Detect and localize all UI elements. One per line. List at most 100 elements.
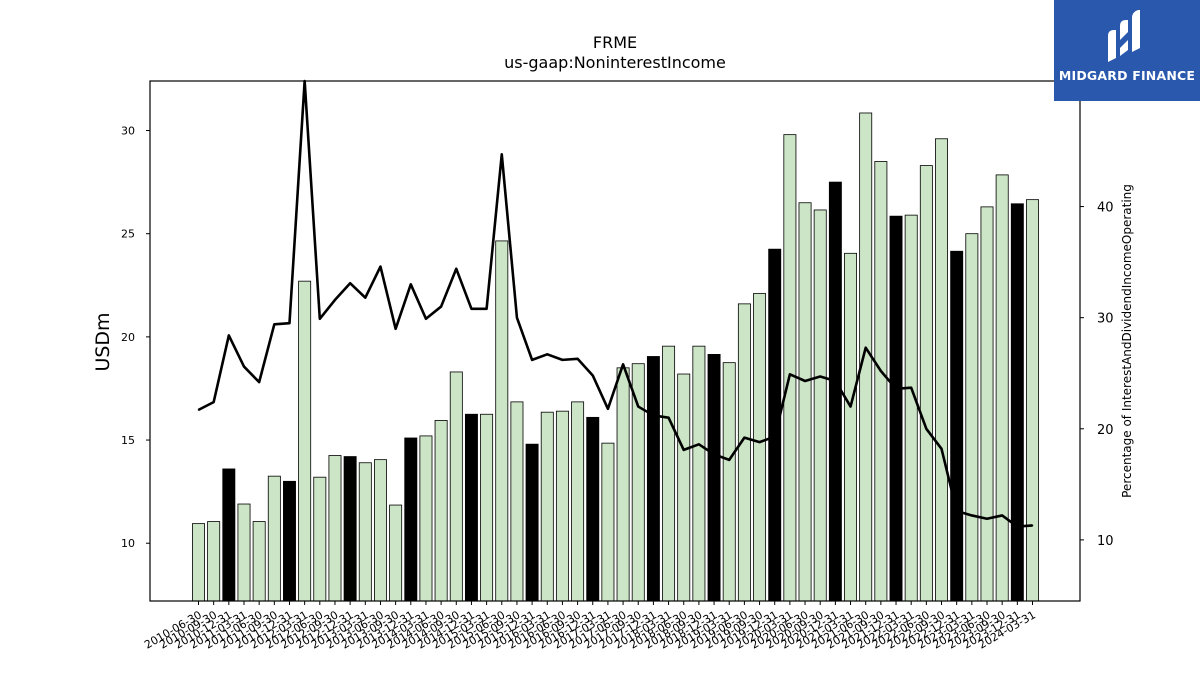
line-point xyxy=(349,282,351,285)
bar xyxy=(631,363,645,602)
bar xyxy=(813,209,827,602)
plot-area-frame xyxy=(149,80,1081,602)
y2-tick-label: 10 xyxy=(1097,534,1114,549)
bar xyxy=(601,442,615,602)
line-point xyxy=(940,447,943,450)
line-point xyxy=(364,296,367,299)
line-point xyxy=(440,305,442,308)
line-point xyxy=(743,436,746,439)
chart-subtitle: us-gaap:NoninterestIncome xyxy=(504,53,726,72)
bar xyxy=(555,410,569,602)
bar xyxy=(889,215,903,602)
midgard-finance-logo: MIDGARD FINANCE xyxy=(1054,0,1200,101)
y2-axis-label: Percentage of InterestAndDividendIncomeO… xyxy=(1120,184,1134,498)
line-point xyxy=(1016,525,1019,528)
bar xyxy=(874,161,888,602)
bar xyxy=(995,174,1009,602)
bar xyxy=(252,521,266,602)
chart-title: FRME xyxy=(593,33,637,52)
bar xyxy=(192,523,205,602)
bar xyxy=(358,462,372,602)
line-point xyxy=(288,322,291,325)
line-point xyxy=(197,409,200,411)
bar xyxy=(480,413,494,602)
bar xyxy=(737,303,751,602)
line-point xyxy=(1031,524,1034,527)
bar xyxy=(798,202,812,602)
bar xyxy=(495,240,509,602)
line-point xyxy=(804,380,806,382)
bar xyxy=(283,480,296,602)
line-point xyxy=(425,317,427,320)
line-point xyxy=(591,374,594,377)
y2-tick-label: 30 xyxy=(1097,312,1114,327)
bar xyxy=(980,206,994,602)
bar xyxy=(237,503,251,602)
line-series xyxy=(197,79,1034,528)
line-point xyxy=(546,353,549,356)
line-point xyxy=(409,283,412,286)
line-point xyxy=(910,386,912,389)
line-point xyxy=(864,346,867,349)
line-point xyxy=(622,363,624,366)
line-point xyxy=(986,517,988,520)
right-y-axis: 10 20 30 40 xyxy=(1080,201,1114,549)
line-point xyxy=(334,299,336,301)
line-point xyxy=(576,357,579,360)
line-point xyxy=(516,316,518,319)
bar xyxy=(540,411,554,602)
bar xyxy=(753,293,767,602)
line-point xyxy=(667,416,670,419)
line-point xyxy=(500,153,503,156)
bar xyxy=(267,475,281,602)
bar xyxy=(1026,199,1039,602)
bar xyxy=(434,420,448,602)
bar xyxy=(343,456,357,602)
line-path xyxy=(197,79,1033,528)
bar xyxy=(783,134,797,602)
line-point xyxy=(212,401,215,403)
line-point xyxy=(955,510,958,512)
line-point xyxy=(834,380,837,382)
line-point xyxy=(637,405,640,408)
line-point xyxy=(455,267,458,270)
bar xyxy=(707,354,721,602)
line-point xyxy=(773,435,776,438)
line-point xyxy=(682,449,685,451)
bar xyxy=(950,250,964,602)
bar xyxy=(616,367,630,602)
bar xyxy=(464,413,478,602)
bar xyxy=(328,455,342,602)
bar xyxy=(373,459,387,602)
line-point xyxy=(971,514,973,517)
bar xyxy=(525,443,539,602)
bar xyxy=(828,181,842,602)
y2-tick-label: 40 xyxy=(1097,201,1114,216)
y-tick-label: 30 xyxy=(121,125,135,138)
bar xyxy=(571,401,585,602)
bar xyxy=(722,362,736,602)
y-tick-label: 25 xyxy=(121,228,135,241)
line-point xyxy=(1001,514,1003,517)
bar xyxy=(586,416,600,602)
line-point xyxy=(758,441,761,443)
bar xyxy=(692,345,706,602)
bar xyxy=(662,345,676,602)
logo-text: MIDGARD FINANCE xyxy=(1058,68,1196,83)
line-point xyxy=(895,387,897,390)
left-y-axis: 10 15 20 25 30 xyxy=(121,125,150,550)
line-point xyxy=(849,405,852,408)
bar xyxy=(510,401,524,602)
bar xyxy=(935,138,948,602)
bar xyxy=(904,214,918,602)
bar xyxy=(207,521,221,602)
line-point xyxy=(228,334,230,337)
line-point xyxy=(713,453,715,456)
line-point xyxy=(394,327,397,330)
y-axis-label: USDm xyxy=(92,312,114,371)
bar xyxy=(1010,203,1024,602)
bar xyxy=(389,504,403,602)
bar xyxy=(419,435,433,602)
bar-series xyxy=(192,112,1039,602)
